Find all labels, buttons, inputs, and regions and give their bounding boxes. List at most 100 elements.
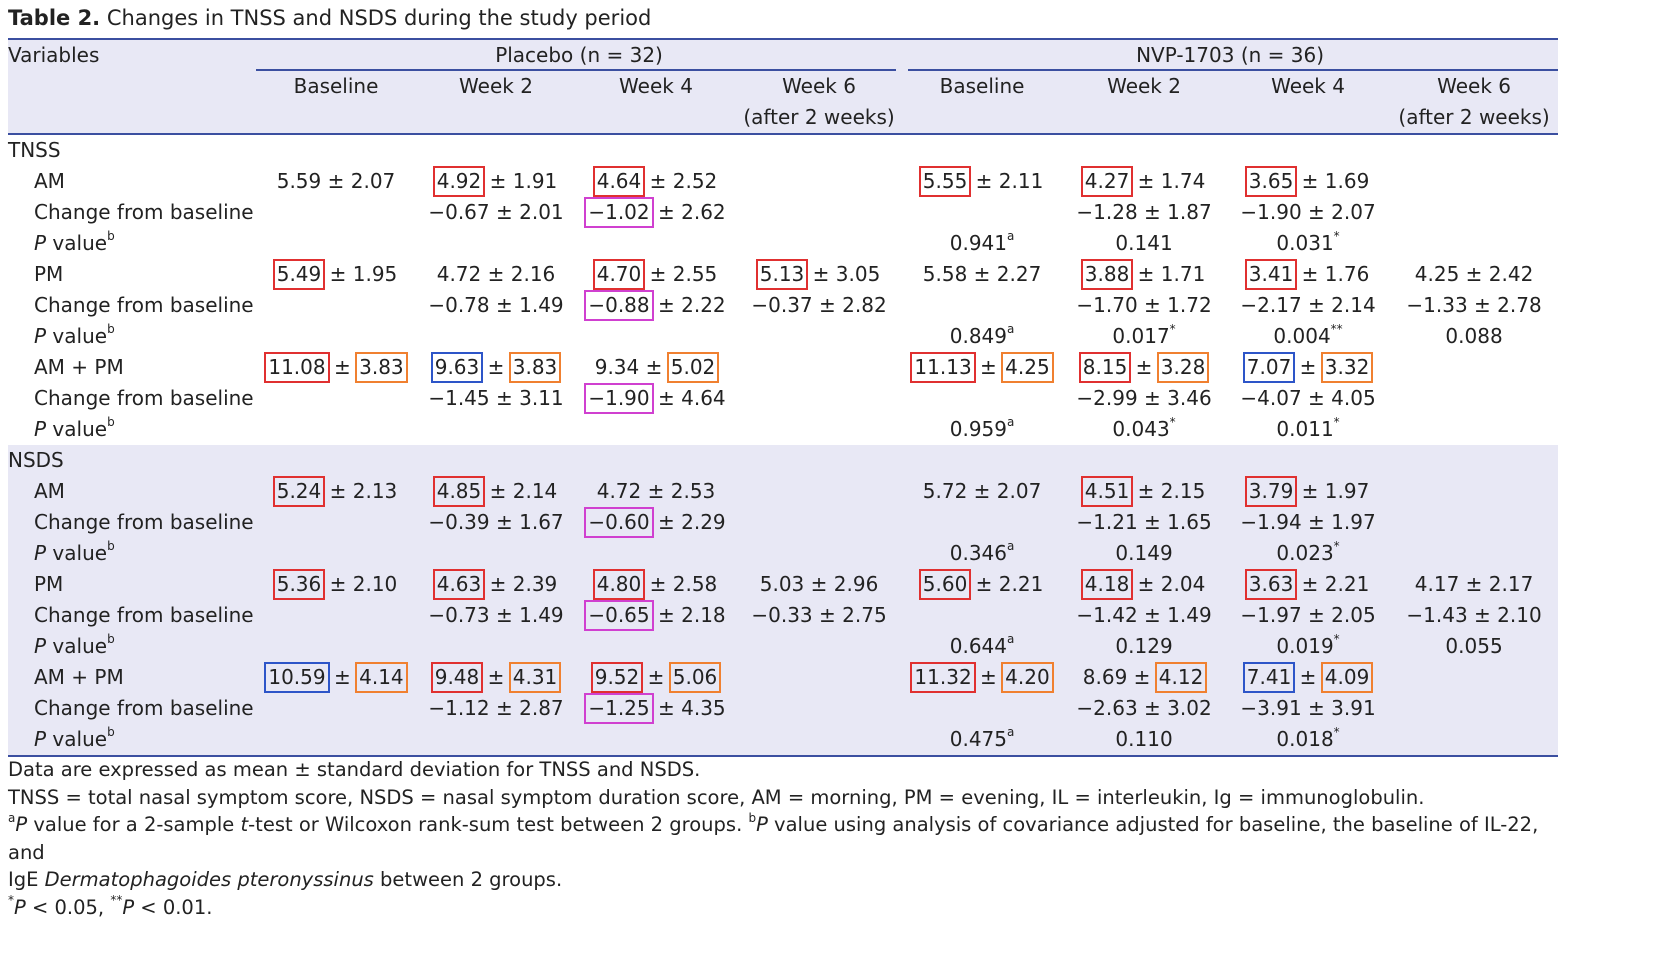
cell-nvp-week4: 0.004** <box>1226 321 1390 352</box>
cell-nvp-week2: −1.28 ± 1.87 <box>1062 197 1226 228</box>
plus-minus: ± <box>489 386 520 410</box>
cell-nvp-week6: 4.25 ± 2.42 <box>1390 259 1558 290</box>
cell-placebo-week2: −0.73 ± 1.49 <box>416 600 576 631</box>
p-label-text: value <box>46 324 108 348</box>
cell-placebo-week4 <box>576 631 736 662</box>
mean-value: 5.03 <box>759 572 805 596</box>
plus-minus: ± <box>1137 603 1168 627</box>
plus-minus: ± <box>489 696 520 720</box>
col-nvp-baseline: Baseline <box>902 71 1063 135</box>
cell-nvp-week4: 3.41 ± 1.76 <box>1226 259 1390 290</box>
sd-value: 2.96 <box>833 572 879 596</box>
cell-placebo-week6 <box>736 724 903 757</box>
sd-value: 5.02 <box>666 352 720 383</box>
p-value: 0.043 <box>1112 417 1170 441</box>
row-label: PM <box>34 262 64 286</box>
p-label-italic: P <box>34 417 47 441</box>
table-row: AM 5.59 ± 2.07 4.92 ± 1.91 4.64 ± 2.52 5.55 … <box>8 166 1558 197</box>
plus-minus: ± <box>969 572 999 596</box>
cell-placebo-baseline <box>256 538 416 569</box>
cell-placebo-baseline <box>256 228 416 259</box>
sd-value: 5.06 <box>668 662 722 693</box>
mean-value: 3.65 <box>1244 166 1298 197</box>
plus-minus: ± <box>1131 479 1161 503</box>
mean-value: −1.28 <box>1076 200 1138 224</box>
cell-nvp-baseline: 5.72 ± 2.07 <box>902 476 1062 507</box>
plus-minus: ± <box>641 479 671 503</box>
plus-minus: ± <box>483 169 513 193</box>
plus-minus: ± <box>481 665 511 689</box>
cell-nvp-week2: 0.110 <box>1062 724 1227 757</box>
mean-value: 3.79 <box>1244 476 1298 507</box>
p-value-sup: * <box>1169 415 1176 430</box>
cell-placebo-week2: 4.63 ± 2.39 <box>416 569 576 600</box>
plus-minus: ± <box>1137 696 1168 720</box>
section-label-nsds: NSDS <box>8 448 64 472</box>
sd-value: 1.87 <box>1167 200 1212 224</box>
cell-placebo-week6 <box>736 693 902 724</box>
plus-minus: ± <box>1295 262 1325 286</box>
p-value-sup: a <box>1007 725 1015 740</box>
mean-value: 4.17 <box>1414 572 1460 596</box>
plus-minus: ± <box>641 665 671 689</box>
col-placebo-week6: Week 6 (after 2 weeks) <box>736 71 903 135</box>
plus-minus: ± <box>804 572 834 596</box>
mean-value: 5.72 <box>922 479 968 503</box>
cell-placebo-baseline: 10.59 ± 4.14 <box>256 662 416 693</box>
p-label-sup: b <box>107 632 115 647</box>
row-label: Change from baseline <box>34 510 254 534</box>
cell-placebo-week4 <box>576 538 736 569</box>
cell-nvp-week2: 0.141 <box>1062 228 1226 259</box>
cell-nvp-week2: −1.70 ± 1.72 <box>1062 290 1226 321</box>
table-row: P valueb 0.941a 0.141 0.031* <box>8 228 1558 259</box>
cell-placebo-baseline: 11.08 ± 3.83 <box>256 352 416 383</box>
sd-value: 2.27 <box>996 262 1042 286</box>
plus-minus: ± <box>651 696 682 720</box>
p-value: 0.023 <box>1276 541 1334 565</box>
table-row: AM + PM 11.08 ± 3.83 9.63 ± 3.83 9.34 ± 5.0… <box>8 352 1558 383</box>
plus-minus: ± <box>643 262 673 286</box>
table-row: AM + PM 10.59 ± 4.14 9.48 ± 4.31 9.52 ± 5.0… <box>8 662 1559 693</box>
plus-minus: ± <box>1301 696 1332 720</box>
mean-value: 5.36 <box>272 569 326 600</box>
sd-value: 2.07 <box>350 169 396 193</box>
cell-placebo-week6 <box>736 166 902 197</box>
mean-value: 8.15 <box>1078 352 1132 383</box>
cell-nvp-week4: 3.79 ± 1.97 <box>1226 476 1390 507</box>
p-value-sup: * <box>1333 725 1340 740</box>
row-label: Change from baseline <box>34 603 254 627</box>
table-row: PM 5.49 ± 1.95 4.72 ± 2.16 4.70 ± 2.55 5.13 … <box>8 259 1558 290</box>
footnote-3: aP value for a 2-sample t-test or Wilcox… <box>8 810 1539 864</box>
cell-placebo-week4: −1.25 ± 4.35 <box>576 693 736 724</box>
table-title: Table 2. Changes in TNSS and NSDS during… <box>8 4 651 32</box>
mean-value: −2.99 <box>1076 386 1138 410</box>
cell-nvp-baseline: 5.58 ± 2.27 <box>902 259 1062 290</box>
nsds-section: NSDS AM 5.24 ± 2.13 4.85 ± 2.14 4.72 ± 2.53… <box>8 445 1559 757</box>
cell-placebo-week4 <box>576 228 736 259</box>
cell-nvp-week4: 0.019* <box>1226 631 1390 662</box>
cell-placebo-week4 <box>576 414 736 445</box>
sd-value: 1.95 <box>352 262 398 286</box>
cell-nvp-week4: 3.65 ± 1.69 <box>1226 166 1390 197</box>
p-value-sup: a <box>1007 632 1015 647</box>
row-label: P valueb <box>8 631 256 662</box>
row-label: Change from baseline <box>34 200 254 224</box>
mean-value: −1.90 <box>584 383 654 414</box>
table-number: Table 2. <box>8 6 101 30</box>
mean-value: 5.49 <box>272 259 326 290</box>
cell-placebo-baseline <box>256 693 416 724</box>
plus-minus: ± <box>323 262 353 286</box>
table-row: P valueb 0.959a 0.043* 0.011* <box>8 414 1558 445</box>
cell-placebo-baseline: 5.49 ± 1.95 <box>256 259 416 290</box>
results-table: Variables Placebo (n = 32) NVP-1703 (n =… <box>8 38 1559 757</box>
p-value: 0.346 <box>949 541 1007 565</box>
mean-value: 4.27 <box>1080 166 1134 197</box>
cell-nvp-week2: −2.99 ± 3.46 <box>1062 383 1226 414</box>
cell-placebo-week6: −0.33 ± 2.75 <box>736 600 902 631</box>
mean-value: 10.59 <box>264 662 330 693</box>
plus-minus: ± <box>1301 386 1332 410</box>
cell-nvp-baseline: 0.475a <box>902 724 1063 757</box>
cell-placebo-baseline <box>256 724 416 757</box>
table-row: AM 5.24 ± 2.13 4.85 ± 2.14 4.72 ± 2.53 5.72 … <box>8 476 1559 507</box>
row-label: AM <box>34 169 65 193</box>
